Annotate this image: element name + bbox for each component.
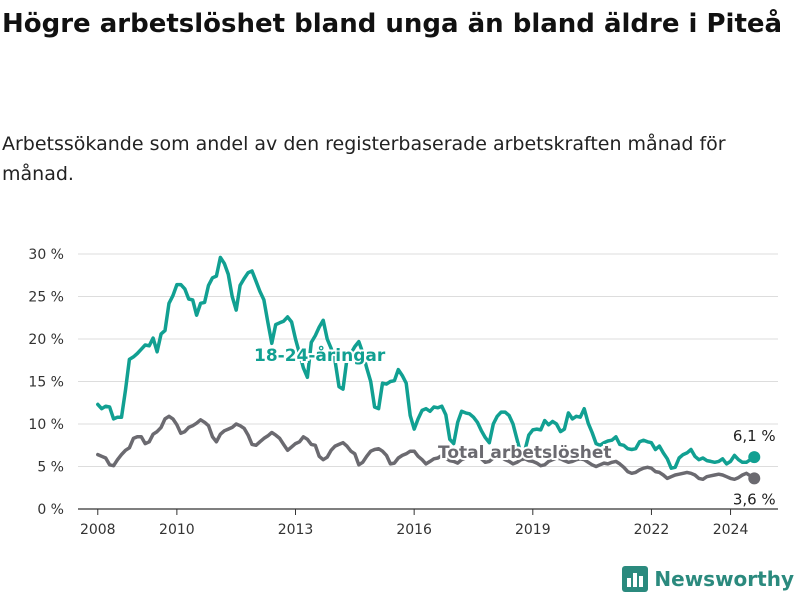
x-axis: 2008 2010 2013 2016 2019 2022 2024 — [80, 509, 748, 538]
y-tick-label: 20 % — [28, 332, 64, 348]
x-tick-label: 2013 — [278, 522, 314, 538]
x-tick-label: 2022 — [634, 522, 670, 538]
series-labels: 18-24-åringar Total arbetslöshet 6,1 % 3,6 … — [252, 342, 776, 508]
total-end-point — [748, 472, 761, 485]
youth-end-point — [748, 451, 761, 464]
chart-title: Högre arbetslöshet bland unga än bland ä… — [2, 9, 783, 39]
bar-chart-logo-icon — [622, 566, 649, 592]
y-tick-label: 5 % — [37, 460, 64, 476]
brand-name: Newsworthy — [654, 567, 794, 591]
chart-subtitle: Arbetssökande som andel av den registerb… — [2, 133, 726, 185]
total-series-line — [96, 414, 757, 482]
newsworthy-logo: Newsworthy — [622, 566, 794, 592]
x-tick-label: 2010 — [159, 522, 195, 538]
x-tick-label: 2008 — [80, 522, 116, 538]
youth-series-label: 18-24-åringar — [254, 344, 386, 366]
y-tick-label: 10 % — [28, 417, 64, 433]
total-series-label: Total arbetslöshet — [438, 443, 612, 463]
youth-end-value-label: 6,1 % — [733, 427, 776, 445]
y-tick-label: 30 % — [28, 247, 64, 263]
total-end-value-label: 3,6 % — [733, 490, 776, 508]
grid-lines — [78, 253, 778, 510]
y-tick-label: 15 % — [28, 375, 64, 391]
y-tick-label: 25 % — [28, 290, 64, 306]
x-tick-label: 2019 — [515, 522, 551, 538]
y-tick-label: 0 % — [37, 502, 64, 518]
x-tick-label: 2016 — [396, 522, 432, 538]
y-axis-tick-labels: 0 % 5 % 10 % 15 % 20 % 25 % 30 % — [28, 247, 64, 518]
youth-series-line — [96, 255, 757, 470]
line-chart: 0 %5 %10 %15 %20 %25 %30 % 2008 2010 2013 2… — [28, 247, 778, 538]
x-tick-label: 2024 — [713, 522, 749, 538]
series-lines — [96, 255, 761, 485]
